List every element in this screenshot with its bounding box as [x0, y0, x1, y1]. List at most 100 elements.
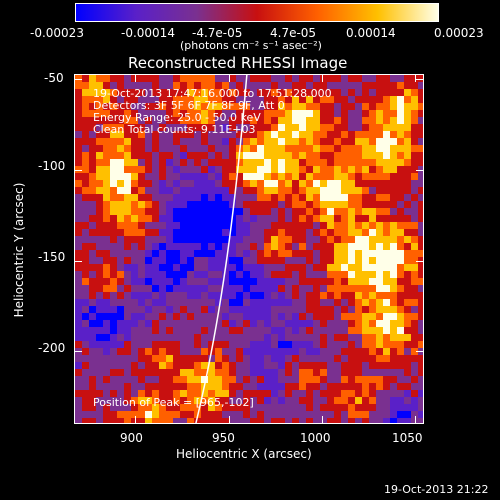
image-pixel [299, 131, 306, 138]
image-pixel [362, 334, 369, 341]
image-pixel [166, 271, 173, 278]
image-pixel [243, 180, 250, 187]
image-pixel [348, 124, 355, 131]
image-pixel [327, 411, 334, 418]
image-pixel [117, 264, 124, 271]
image-pixel [89, 250, 96, 257]
image-pixel [243, 278, 250, 285]
image-pixel [292, 82, 299, 89]
image-pixel [166, 96, 173, 103]
image-pixel [75, 306, 82, 313]
image-pixel [348, 327, 355, 334]
image-pixel [138, 75, 145, 82]
image-pixel [82, 390, 89, 397]
image-pixel [257, 313, 264, 320]
image-pixel [320, 159, 327, 166]
image-pixel [82, 173, 89, 180]
image-pixel [82, 411, 89, 418]
image-pixel [271, 131, 278, 138]
image-pixel [327, 208, 334, 215]
image-pixel [390, 411, 397, 418]
image-pixel [257, 208, 264, 215]
image-pixel [208, 222, 215, 229]
image-pixel [292, 201, 299, 208]
image-pixel [299, 348, 306, 355]
image-pixel [411, 271, 418, 278]
image-pixel [383, 271, 390, 278]
image-pixel [194, 376, 201, 383]
image-pixel [173, 194, 180, 201]
image-pixel [404, 278, 411, 285]
image-pixel [215, 194, 222, 201]
image-pixel [327, 390, 334, 397]
image-pixel [117, 103, 124, 110]
image-pixel [89, 299, 96, 306]
image-pixel [173, 299, 180, 306]
image-pixel [208, 327, 215, 334]
image-pixel [292, 376, 299, 383]
image-pixel [180, 299, 187, 306]
image-pixel [117, 285, 124, 292]
image-pixel [180, 159, 187, 166]
image-pixel [285, 320, 292, 327]
image-pixel [285, 201, 292, 208]
image-pixel [390, 383, 397, 390]
colorbar-tick-label: 4.7e-05 [270, 26, 317, 40]
image-pixel [166, 383, 173, 390]
image-pixel [236, 89, 243, 96]
image-pixel [96, 82, 103, 89]
image-pixel [166, 320, 173, 327]
image-pixel [271, 362, 278, 369]
image-pixel [334, 215, 341, 222]
image-pixel [145, 362, 152, 369]
image-pixel [215, 187, 222, 194]
image-pixel [257, 152, 264, 159]
image-pixel [96, 264, 103, 271]
image-pixel [131, 355, 138, 362]
image-pixel [390, 152, 397, 159]
image-pixel [299, 397, 306, 404]
image-pixel [138, 229, 145, 236]
image-pixel [173, 390, 180, 397]
image-pixel [257, 173, 264, 180]
image-pixel [397, 145, 404, 152]
image-pixel [103, 418, 110, 423]
image-pixel [117, 229, 124, 236]
image-pixel [152, 264, 159, 271]
image-pixel [96, 117, 103, 124]
image-pixel [376, 320, 383, 327]
image-pixel [383, 278, 390, 285]
image-pixel [348, 138, 355, 145]
image-pixel [159, 250, 166, 257]
image-pixel [96, 404, 103, 411]
image-pixel [75, 187, 82, 194]
image-pixel [215, 117, 222, 124]
image-pixel [411, 383, 418, 390]
image-pixel [250, 145, 257, 152]
image-pixel [327, 383, 334, 390]
image-pixel [383, 397, 390, 404]
image-pixel [159, 285, 166, 292]
image-pixel [327, 299, 334, 306]
image-pixel [229, 278, 236, 285]
image-pixel [334, 348, 341, 355]
image-pixel [124, 271, 131, 278]
image-pixel [166, 187, 173, 194]
image-pixel [320, 376, 327, 383]
image-pixel [299, 271, 306, 278]
image-pixel [187, 397, 194, 404]
image-pixel [257, 348, 264, 355]
image-pixel [180, 173, 187, 180]
image-pixel [341, 320, 348, 327]
image-pixel [257, 320, 264, 327]
image-pixel [131, 306, 138, 313]
image-pixel [278, 383, 285, 390]
image-pixel [208, 257, 215, 264]
image-pixel [355, 264, 362, 271]
image-pixel [418, 327, 423, 334]
image-pixel [229, 243, 236, 250]
image-pixel [222, 208, 229, 215]
image-pixel [257, 355, 264, 362]
image-pixel [145, 264, 152, 271]
image-pixel [306, 404, 313, 411]
